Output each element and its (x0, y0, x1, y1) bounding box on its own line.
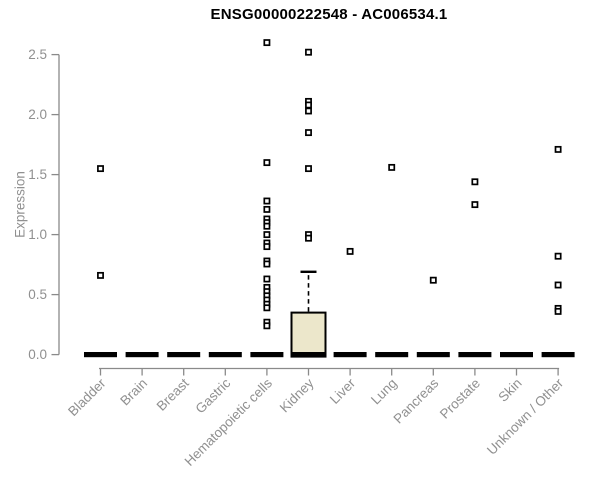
y-tick-label: 0.5 (28, 287, 47, 302)
outlier-point (471, 178, 479, 186)
outlier-point (554, 281, 562, 289)
median-bar (458, 352, 492, 358)
x-category-label: Bladder (65, 375, 109, 419)
chart-title: ENSG00000222548 - AC006534.1 (210, 6, 448, 23)
outlier-point (305, 129, 312, 137)
outlier-point (429, 276, 437, 284)
outlier-point (263, 197, 271, 205)
x-category-label: Lung (368, 376, 400, 408)
median-bar (250, 352, 284, 358)
x-category-label: Kidney (277, 375, 317, 415)
x-category-label: Brain (117, 376, 150, 409)
box (290, 311, 327, 358)
outlier-point (97, 271, 104, 279)
y-tick-label: 0.0 (28, 347, 47, 362)
x-category-label: Prostate (437, 376, 483, 422)
outlier-point (263, 304, 271, 312)
outlier-point (263, 243, 271, 251)
y-tick-label: 2.5 (28, 47, 47, 62)
median-bar (208, 352, 242, 358)
outlier-point (263, 39, 271, 47)
x-category-label: Pancreas (390, 375, 441, 426)
x-category-label: Gastric (193, 375, 234, 416)
outlier-point (305, 48, 312, 56)
median-bar (416, 352, 450, 358)
outlier-point (554, 252, 562, 260)
outlier-point (471, 201, 479, 209)
outlier-point (346, 247, 354, 255)
outlier-point (263, 322, 271, 330)
y-tick-label: 1.5 (28, 167, 47, 182)
median-bar (292, 352, 325, 358)
x-category-label: Skin (495, 376, 524, 405)
median-bar (375, 352, 409, 358)
y-tick-label: 1.0 (28, 227, 47, 242)
x-category-label: Unknown / Other (484, 375, 567, 458)
outlier-point (554, 145, 562, 153)
outlier-point (305, 107, 312, 115)
median-bar (125, 352, 159, 358)
outlier-point (305, 234, 312, 242)
median-bar (541, 352, 575, 358)
median-bar (167, 352, 201, 358)
outlier-point (263, 159, 271, 167)
median-bar (333, 352, 367, 358)
outlier-point (263, 260, 271, 268)
outlier-point (97, 165, 104, 173)
outlier-point (388, 163, 396, 171)
outlier-point (263, 205, 271, 213)
outlier-point (263, 231, 271, 239)
x-category-label: Liver (327, 375, 359, 407)
outlier-point (305, 165, 312, 173)
outlier-point (554, 307, 562, 315)
median-bar (84, 352, 117, 358)
x-category-label: Breast (154, 375, 192, 413)
y-tick-label: 2.0 (28, 107, 47, 122)
median-bar (500, 352, 533, 358)
outlier-point (263, 222, 271, 230)
outlier-point (263, 275, 271, 283)
outlier-point (305, 101, 312, 109)
